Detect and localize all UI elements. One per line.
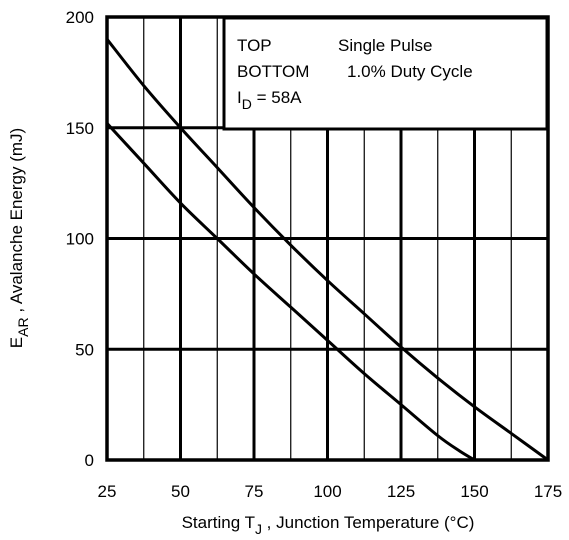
legend-line1-b: Single Pulse <box>338 36 433 55</box>
series-line-2 <box>105 122 476 462</box>
x-axis-title: Starting TJ , Junction Temperature (°C) <box>182 513 475 537</box>
legend-line2-a: BOTTOM <box>237 62 309 81</box>
x-axis-title-sub: J <box>255 521 262 537</box>
legend-line3-main: I <box>237 88 242 107</box>
y-tick-label: 100 <box>66 230 94 249</box>
legend-line1-a: TOP <box>237 36 272 55</box>
tick-labels: 25 50 75 100 125 150 175 0 50 100 150 200 <box>66 8 563 501</box>
y-tick-label: 50 <box>75 340 94 359</box>
legend: TOP Single Pulse BOTTOM 1.0% Duty Cycle … <box>222 16 549 131</box>
x-tick-label: 25 <box>98 482 117 501</box>
x-tick-label: 175 <box>534 482 562 501</box>
x-tick-label: 100 <box>313 482 341 501</box>
series-lines <box>105 38 549 462</box>
y-tick-label: 200 <box>66 8 94 27</box>
legend-line3-sub: D <box>242 96 252 112</box>
y-tick-label: 0 <box>85 451 94 470</box>
x-axis-title-main: Starting T <box>182 513 255 532</box>
series-line-1 <box>105 38 549 462</box>
y-axis-title-main: E <box>7 337 26 348</box>
x-tick-label: 125 <box>387 482 415 501</box>
y-axis-title-rest: , Avalanche Energy (mJ) <box>7 128 26 318</box>
y-axis-title-sub: AR <box>15 317 31 336</box>
x-tick-label: 150 <box>460 482 488 501</box>
x-axis-title-rest: , Junction Temperature (°C) <box>262 513 474 532</box>
legend-line2-b: 1.0% Duty Cycle <box>347 62 473 81</box>
y-tick-label: 150 <box>66 119 94 138</box>
y-axis-title: EAR , Avalanche Energy (mJ) <box>7 128 31 348</box>
x-tick-label: 50 <box>171 482 190 501</box>
x-tick-label: 75 <box>245 482 264 501</box>
legend-line3: ID = 58A <box>237 88 302 112</box>
legend-line3-rest: = 58A <box>252 88 302 107</box>
plot-frame <box>105 15 550 462</box>
